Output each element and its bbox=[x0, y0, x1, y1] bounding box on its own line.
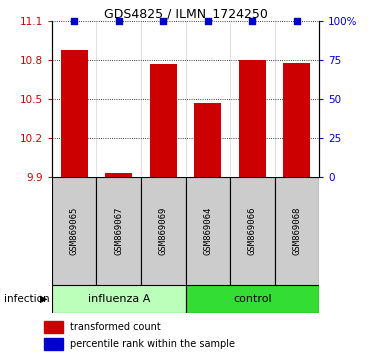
FancyBboxPatch shape bbox=[52, 285, 186, 313]
FancyBboxPatch shape bbox=[230, 177, 275, 285]
FancyBboxPatch shape bbox=[141, 177, 186, 285]
Text: GSM869069: GSM869069 bbox=[159, 207, 168, 255]
Point bbox=[160, 18, 166, 24]
Point bbox=[205, 18, 211, 24]
FancyBboxPatch shape bbox=[186, 177, 230, 285]
FancyBboxPatch shape bbox=[275, 177, 319, 285]
Text: transformed count: transformed count bbox=[70, 322, 161, 332]
Text: influenza A: influenza A bbox=[88, 294, 150, 304]
FancyBboxPatch shape bbox=[186, 285, 319, 313]
Point bbox=[116, 18, 122, 24]
Bar bbox=[283, 63, 310, 177]
Text: GSM869065: GSM869065 bbox=[70, 207, 79, 255]
Text: GSM869066: GSM869066 bbox=[248, 207, 257, 255]
Text: ▶: ▶ bbox=[40, 294, 47, 304]
Text: infection: infection bbox=[4, 294, 49, 304]
Text: control: control bbox=[233, 294, 272, 304]
FancyBboxPatch shape bbox=[96, 177, 141, 285]
Bar bbox=[44, 321, 63, 333]
FancyBboxPatch shape bbox=[52, 177, 96, 285]
Text: GSM869068: GSM869068 bbox=[292, 207, 301, 255]
Bar bbox=[239, 60, 266, 177]
Point bbox=[249, 18, 255, 24]
Text: percentile rank within the sample: percentile rank within the sample bbox=[70, 339, 235, 349]
Title: GDS4825 / ILMN_1724250: GDS4825 / ILMN_1724250 bbox=[104, 7, 267, 20]
Bar bbox=[150, 64, 177, 177]
Bar bbox=[194, 103, 221, 177]
Point bbox=[71, 18, 77, 24]
Point bbox=[294, 18, 300, 24]
Bar bbox=[61, 50, 88, 177]
Bar bbox=[105, 173, 132, 177]
Bar bbox=[44, 338, 63, 350]
Text: GSM869067: GSM869067 bbox=[114, 207, 123, 255]
Text: GSM869064: GSM869064 bbox=[203, 207, 212, 255]
